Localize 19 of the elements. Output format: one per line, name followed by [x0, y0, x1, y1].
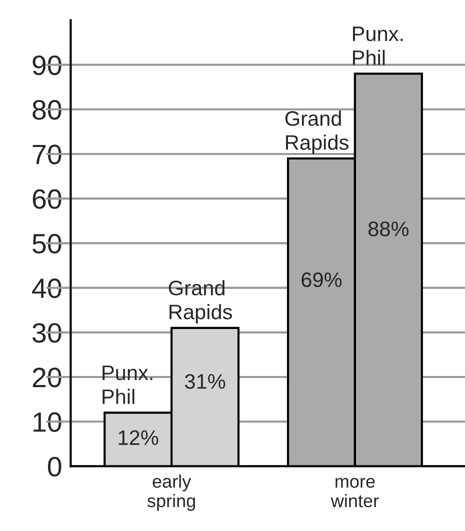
y-tick-label: 20 [32, 368, 62, 388]
y-tick-label: 90 [32, 55, 62, 76]
x-tick-label: more winter [330, 478, 379, 508]
annotation: Punx. Phil [102, 366, 152, 404]
data-label: 69% [302, 272, 342, 288]
y-tick-label: 50 [32, 234, 62, 254]
annotation: Grand Rapids [168, 280, 232, 324]
y-tick-label: 80 [32, 100, 62, 120]
data-label: 88% [368, 222, 409, 236]
y-tick-label: 60 [32, 189, 62, 209]
y-tick-label: 10 [34, 412, 62, 432]
annotation: Grand Rapids [285, 110, 348, 154]
data-label: 12% [118, 430, 158, 445]
x-tick-label: early spring [147, 474, 195, 511]
y-tick-label: 30 [32, 323, 62, 343]
y-tick-label: 40 [32, 278, 62, 298]
y-tick-label: 0 [48, 456, 62, 477]
annotation: Punx. Phil [353, 26, 403, 65]
data-label: 31% [184, 374, 226, 389]
